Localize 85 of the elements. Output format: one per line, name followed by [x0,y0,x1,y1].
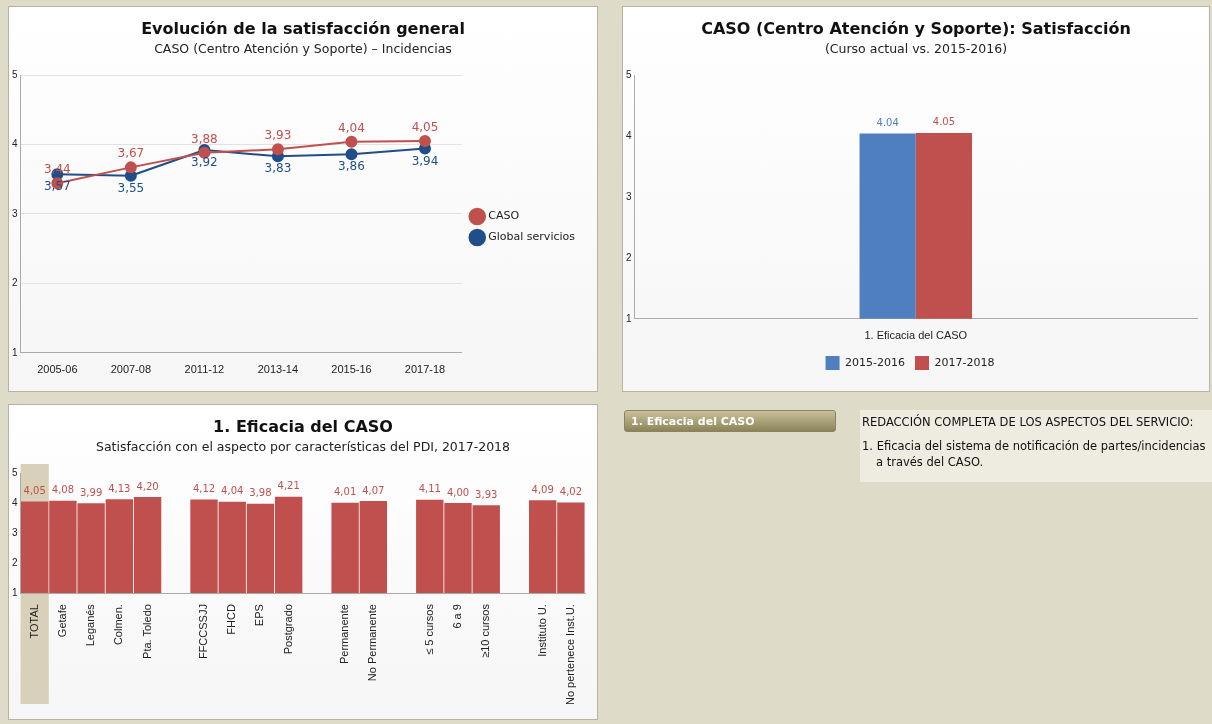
x-tick-label: Postgrado [281,604,294,655]
x-tick-label: Colmen. [112,604,125,646]
x-tick-label: Permanente [338,604,351,665]
chart-subtitle: CASO (Centro Atención y Soporte) – Incidencias [153,41,453,56]
x-tick-label: FHCD [225,604,238,635]
x-tick-label: Leganés [84,603,97,647]
point [271,143,284,156]
y-tick-label: 4 [626,129,632,141]
data-label: 3,94 [411,153,439,168]
chart-title: Evolución de la satisfacción general [140,19,466,38]
text: REDACCIÓN COMPLETA DE LOS ASPECTOS DEL SERVICIO: [862,414,1195,430]
x-tick-label: 2017-18 [404,363,446,376]
y-tick-label: 2 [12,556,18,568]
x-tick-label: Getafe [55,604,68,638]
x-tick-label: TOTAL [27,604,40,639]
y-tick-label: 2 [626,251,632,263]
data-label: 4,13 [108,482,131,494]
data-label: 4,04 [221,485,244,497]
x-tick-label: No pertenece Inst.U. [563,604,576,706]
data-label: 4,07 [362,484,385,496]
data-label: 3,55 [117,180,145,195]
data-label: 3,93 [264,128,292,143]
data-label: 4,21 [277,480,300,492]
chart-subtitle: (Curso actual vs. 2015-2016) [823,41,1009,56]
data-label: 3,92 [191,155,218,170]
data-label: 4,05 [23,485,46,497]
legend-label: 2017-2018 [934,355,995,369]
y-tick-label: 3 [12,207,18,219]
data-label: 4.04 [876,117,899,129]
y-tick-label: 5 [12,68,18,80]
x-tick-label: ≥10 cursos [479,603,492,658]
data-label: 3,67 [117,146,145,161]
point [124,161,137,174]
x-tick-label: FFCCSSJJ [197,604,210,660]
y-tick-label: 5 [12,466,18,478]
point [345,148,358,161]
data-label: 3,98 [249,487,272,499]
data-label: 4,11 [418,483,441,495]
data-label: 3,44 [43,162,71,177]
x-tick-label: 2013-14 [257,363,299,376]
x-tick-label: Pta. Toledo [140,604,153,659]
chart-title: 1. Eficacia del CASO [212,417,394,436]
data-label: 3,99 [79,486,103,498]
point [419,134,431,147]
data-label: 4,12 [192,483,216,495]
y-tick-label: 2 [12,277,18,289]
y-tick-label: 1 [12,346,18,358]
data-label: 4,01 [333,486,357,498]
y-tick-label: 1 [626,312,632,324]
data-label: 3,88 [191,131,218,146]
x-tick-label: EPS [253,604,266,627]
chart-title: CASO (Centro Atención y Soporte): Satisfacción [700,19,1132,38]
data-label: 4.05 [932,116,956,128]
data-label: 3,93 [475,488,498,500]
x-tick-label: 2005-06 [37,363,78,376]
text: 1. Eficacia del sistema de notificación de partes/incidencias a través del CASO. [862,438,1207,470]
data-label: 3,57 [43,179,71,194]
data-label: 4,08 [51,484,75,496]
data-label: 4,04 [338,120,365,135]
x-tick-label: 2015-16 [331,363,372,376]
x-tick-label: ≤ 5 cursos [422,603,435,655]
y-tick-label: 3 [12,526,18,538]
y-tick-label: 5 [626,68,632,80]
point [345,135,358,148]
data-label: 4,09 [531,483,554,495]
legend-label: 2015-2016 [845,355,906,369]
x-tick-label: 2011-12 [184,363,225,376]
legend-label: CASO [488,209,520,223]
x-tick-label: Instituto U. [535,604,548,657]
data-label: 4,02 [559,486,583,498]
x-tick-label: 2007-08 [110,363,152,376]
data-label: 4,05 [411,120,439,135]
x-tick-label: 6 a 9 [451,604,464,629]
y-tick-label: 4 [12,138,18,150]
legend-label: Global servicios [488,230,576,244]
y-tick-label: 3 [626,190,632,202]
data-label: 3,83 [264,161,292,176]
data-label: 4,00 [446,486,470,498]
y-tick-label: 4 [12,496,18,508]
x-tick-label: No Permanente [366,604,379,682]
data-label: 4,20 [136,480,159,492]
text: 1. Eficacia del CASO [624,410,836,432]
chart-subtitle: Satisfacción con el aspecto por características del PDI, 2017-2018 [94,439,512,454]
y-tick-label: 1 [12,586,18,598]
data-label: 3,86 [338,159,365,174]
